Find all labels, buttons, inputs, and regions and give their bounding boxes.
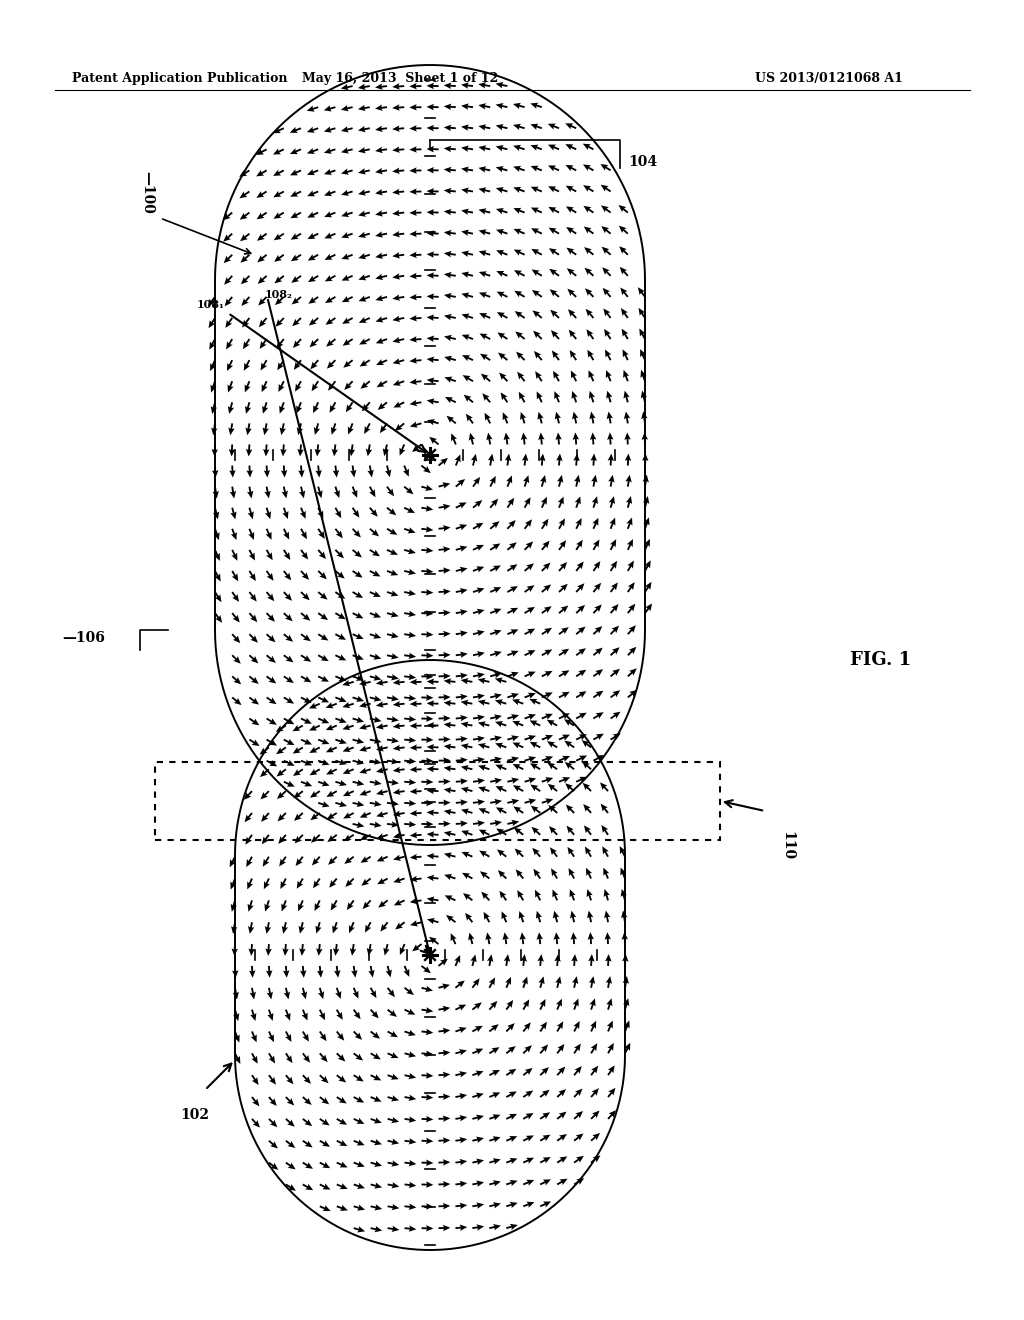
Text: US 2013/0121068 A1: US 2013/0121068 A1 bbox=[755, 73, 903, 84]
Text: —106: —106 bbox=[62, 631, 105, 645]
Text: Patent Application Publication: Patent Application Publication bbox=[72, 73, 288, 84]
Text: May 16, 2013  Sheet 1 of 12: May 16, 2013 Sheet 1 of 12 bbox=[302, 73, 498, 84]
Text: FIG. 1: FIG. 1 bbox=[850, 651, 911, 669]
Text: —100: —100 bbox=[140, 170, 154, 214]
Text: 110: 110 bbox=[780, 832, 794, 861]
Text: 102: 102 bbox=[180, 1107, 210, 1122]
Text: 108₂: 108₂ bbox=[265, 289, 293, 301]
Text: 104: 104 bbox=[628, 154, 657, 169]
Bar bbox=[155, 762, 720, 840]
Text: 108₁: 108₁ bbox=[198, 300, 225, 310]
